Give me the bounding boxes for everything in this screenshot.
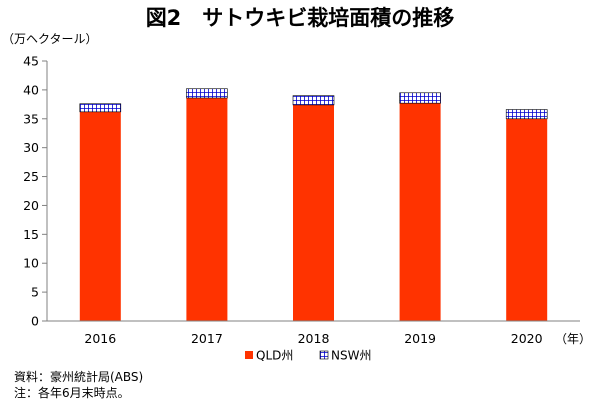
y-tick-label: 30 bbox=[23, 140, 39, 155]
legend-swatch-nsw bbox=[319, 350, 329, 360]
bar-qld-2016 bbox=[79, 111, 121, 321]
y-axis-group: 0 5 10 15 20 25 30 35 40 45 bbox=[23, 54, 48, 329]
y-tick-label: 10 bbox=[23, 256, 39, 271]
x-tick-label: 2016 bbox=[84, 331, 116, 346]
legend-label-nsw: NSW州 bbox=[331, 349, 371, 363]
bar-qld-2017 bbox=[186, 97, 228, 321]
x-tick-label: 2018 bbox=[298, 331, 330, 346]
footnote: 注：各年6月末時点。 bbox=[14, 386, 130, 400]
y-tick-label: 25 bbox=[23, 169, 39, 184]
plot-area bbox=[79, 88, 548, 322]
x-axis-unit-label: （年） bbox=[555, 332, 591, 346]
bar-nsw-2020 bbox=[505, 109, 548, 120]
y-axis-unit-label: （万ヘクタール） bbox=[2, 32, 98, 46]
y-tick-label: 35 bbox=[23, 111, 39, 126]
bar-qld-2018 bbox=[293, 104, 334, 322]
legend-swatch-qld bbox=[245, 351, 253, 359]
y-tick-label: 45 bbox=[23, 54, 39, 69]
source-note: 資料：豪州統計局(ABS) bbox=[14, 370, 144, 384]
bar-qld-2020 bbox=[506, 118, 548, 322]
x-tick-label: 2019 bbox=[404, 331, 436, 346]
x-axis-group: 2016 2017 2018 2019 2020 bbox=[47, 320, 580, 346]
x-tick-label: 2017 bbox=[191, 331, 223, 346]
legend-label-qld: QLD州 bbox=[256, 349, 293, 363]
legend: QLD州 NSW州 bbox=[245, 349, 371, 363]
bar-qld-2019 bbox=[399, 103, 441, 321]
bar-nsw-2019 bbox=[399, 92, 441, 104]
bar-nsw-2017 bbox=[186, 88, 228, 99]
bar-nsw-2018 bbox=[292, 95, 335, 106]
bar-nsw-2016 bbox=[79, 103, 122, 113]
chart-title: 図2 サトウキビ栽培面積の推移 bbox=[146, 6, 455, 30]
y-tick-label: 5 bbox=[31, 285, 39, 300]
y-tick-label: 20 bbox=[23, 198, 39, 213]
y-tick-label: 15 bbox=[23, 227, 39, 242]
y-tick-label: 0 bbox=[31, 314, 39, 329]
x-tick-label: 2020 bbox=[511, 331, 543, 346]
y-tick-label: 40 bbox=[23, 82, 39, 97]
